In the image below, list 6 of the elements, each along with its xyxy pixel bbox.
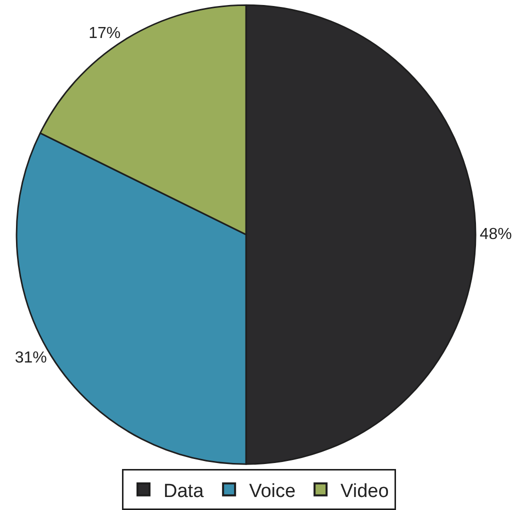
data-label: 48% xyxy=(480,226,512,244)
data-label: 31% xyxy=(14,350,47,367)
data-label: 17% xyxy=(88,25,121,42)
legend-label: Video xyxy=(340,480,389,502)
legend-label: Voice xyxy=(249,480,296,502)
legend-label: Data xyxy=(164,480,204,502)
